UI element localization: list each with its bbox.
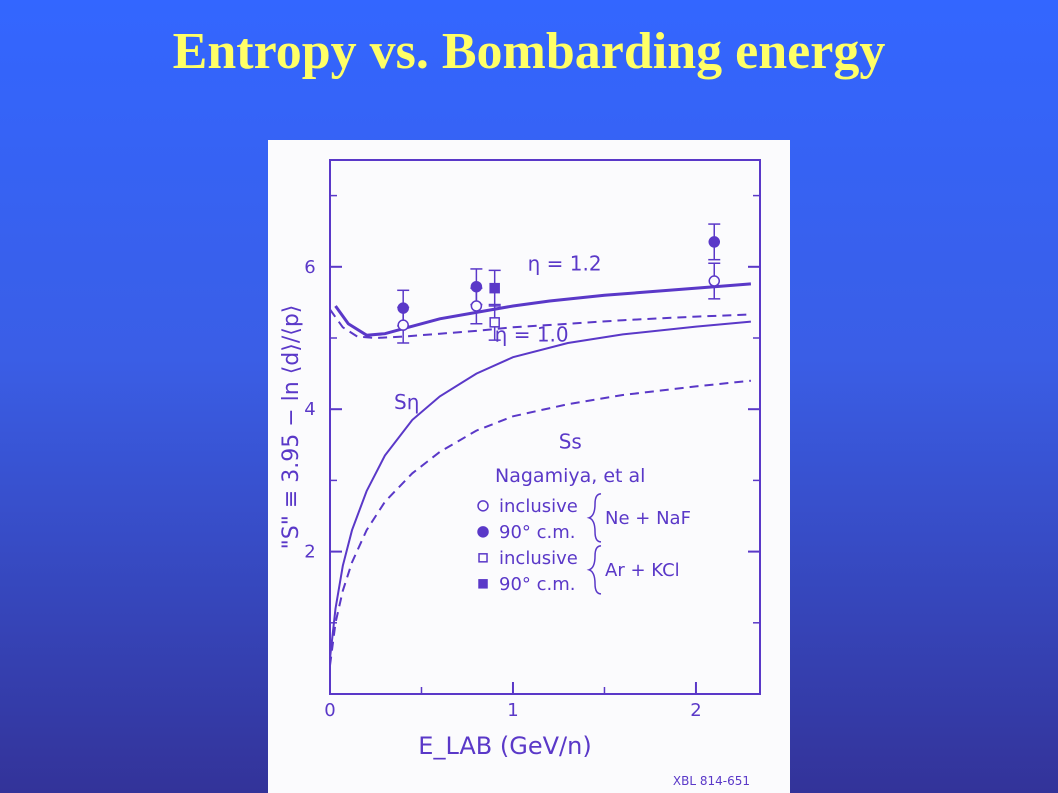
legend-brace	[586, 493, 602, 543]
y-tick-label: 6	[304, 257, 315, 278]
annotation-label: Sη	[394, 390, 419, 414]
y-tick-label: 4	[304, 399, 315, 420]
figure-credit: XBL 814-651	[673, 774, 750, 788]
chart-figure: 0 1 2 2 4 6 E_LAB (GeV/n) "S" ≡ 3.95 − ln ⟨d⟩/…	[268, 140, 790, 793]
legend-entry-label: inclusive	[499, 548, 578, 569]
legend-group-label: Ar + KCl	[605, 560, 680, 581]
plot-border	[329, 159, 761, 695]
x-axis-label: E_LAB (GeV/n)	[418, 732, 591, 760]
slide-title: Entropy vs. Bombarding energy	[172, 23, 886, 80]
legend-marker-open-square	[478, 553, 488, 563]
legend-marker-filled-square	[478, 579, 488, 589]
axis-ticks: 0 1 2 2 4 6	[304, 194, 760, 721]
annotation-label: η = 1.2	[528, 251, 602, 275]
annotation-label: Ss	[559, 429, 582, 453]
annotation-label: η = 1.0	[495, 323, 569, 347]
data-point-filled-square	[489, 282, 500, 294]
data-point-open-circle	[470, 300, 483, 312]
curve-ss	[329, 379, 752, 666]
legend-entry-label: inclusive	[499, 496, 578, 517]
legend-entry-label: 90° c.m.	[499, 522, 575, 543]
curve-s-	[329, 320, 751, 659]
y-axis-label: "S" ≡ 3.95 − ln ⟨d⟩/⟨p⟩	[279, 305, 304, 550]
legend-entry-label: 90° c.m.	[499, 574, 575, 595]
plot-frame	[329, 159, 761, 695]
chart-labels: E_LAB (GeV/n) "S" ≡ 3.95 − ln ⟨d⟩/⟨p⟩ η = …	[279, 251, 750, 788]
entropy-chart: 0 1 2 2 4 6 E_LAB (GeV/n) "S" ≡ 3.95 − ln ⟨d⟩/…	[279, 159, 761, 788]
legend-brace	[586, 545, 602, 595]
data-point-filled-circle	[708, 236, 721, 248]
x-tick-label: 1	[507, 700, 518, 721]
legend: Nagamiya, et al inclusive 90° c.m. inclusiv…	[477, 465, 691, 595]
data-point-open-circle	[708, 275, 721, 287]
legend-title: Nagamiya, et al	[495, 465, 645, 487]
x-tick-label: 2	[690, 700, 701, 721]
data-point-open-circle	[397, 319, 409, 331]
legend-marker-filled-circle	[477, 526, 489, 538]
legend-marker-open-circle	[477, 500, 489, 512]
y-tick-label: 2	[304, 542, 315, 563]
curve--1-0	[329, 308, 751, 340]
data-point-open-square	[489, 317, 500, 328]
legend-group-label: Ne + NaF	[605, 508, 691, 529]
x-tick-label: 0	[324, 700, 335, 721]
data-points	[397, 223, 721, 344]
